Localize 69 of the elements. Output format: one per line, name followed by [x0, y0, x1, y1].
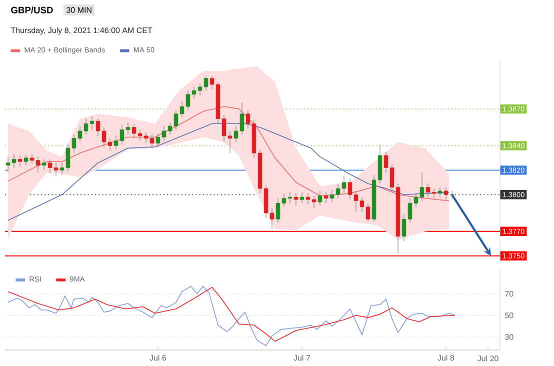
- candlestick: [276, 198, 280, 224]
- candlestick: [282, 193, 286, 208]
- candlestick: [120, 124, 124, 145]
- candlestick: [150, 134, 154, 148]
- candlestick: [444, 187, 448, 200]
- candlestick: [168, 122, 172, 135]
- candlestick: [180, 101, 184, 118]
- candlestick: [270, 208, 274, 230]
- candlestick: [174, 110, 178, 130]
- candlestick: [432, 188, 436, 199]
- candlestick: [366, 202, 370, 222]
- candlestick: [36, 156, 40, 173]
- x-tick-label: Jul 6: [150, 354, 166, 361]
- candlestick: [294, 193, 298, 206]
- candlestick: [192, 86, 196, 100]
- candlestick: [342, 176, 346, 192]
- candlestick: [414, 193, 418, 208]
- candlestick: [210, 76, 214, 90]
- candlestick: [360, 196, 364, 212]
- candlestick: [306, 193, 310, 205]
- text: Jul 20: [477, 355, 498, 362]
- candlestick: [402, 214, 406, 242]
- candlestick: [324, 192, 328, 204]
- candlestick: [186, 90, 190, 110]
- candlestick: [30, 154, 34, 164]
- text: Thursday, July 8, 2021 1:46:00 AM CET: [10, 27, 152, 35]
- y-tick-label: 70: [505, 290, 514, 297]
- candlestick: [132, 123, 136, 139]
- x-tick-label: Jul 8: [438, 354, 454, 361]
- candlestick: [354, 190, 358, 212]
- candlestick: [42, 158, 46, 170]
- candlestick: [390, 164, 394, 192]
- candlestick: [24, 154, 28, 166]
- candlestick: [234, 126, 238, 142]
- candlestick: [300, 192, 304, 204]
- chart-title: GBP/USD: [11, 6, 53, 14]
- candlestick: [108, 138, 112, 151]
- candlestick: [198, 83, 202, 96]
- candlestick: [318, 190, 322, 206]
- candlestick: [438, 187, 442, 198]
- candlestick: [228, 130, 232, 154]
- candlestick: [312, 196, 316, 208]
- candlestick: [336, 183, 340, 199]
- candlestick: [240, 102, 244, 135]
- candlestick: [408, 198, 412, 224]
- candlestick: [54, 162, 58, 177]
- candlestick: [204, 76, 208, 91]
- y-tick-label: 50: [505, 312, 514, 318]
- candlestick: [246, 110, 250, 129]
- candlestick: [222, 114, 226, 142]
- candlestick: [126, 122, 130, 135]
- candlestick: [102, 127, 106, 148]
- chart-subtitle: 30 MIN: [66, 7, 92, 13]
- candlestick: [48, 158, 52, 174]
- candlestick: [18, 155, 22, 167]
- candlestick: [96, 118, 100, 136]
- candlestick: [162, 126, 166, 142]
- candlestick: [138, 130, 142, 142]
- candlestick: [330, 190, 334, 202]
- candlestick: [348, 178, 352, 200]
- candlestick: [114, 136, 118, 150]
- x-tick-label: Jul 7: [294, 354, 310, 361]
- candlestick: [78, 126, 82, 142]
- candlestick: [144, 132, 148, 144]
- y-tick-label: 30: [505, 334, 514, 340]
- candlestick: [384, 152, 388, 173]
- candlestick: [426, 183, 430, 198]
- candlestick: [420, 172, 424, 202]
- candlestick: [156, 133, 160, 148]
